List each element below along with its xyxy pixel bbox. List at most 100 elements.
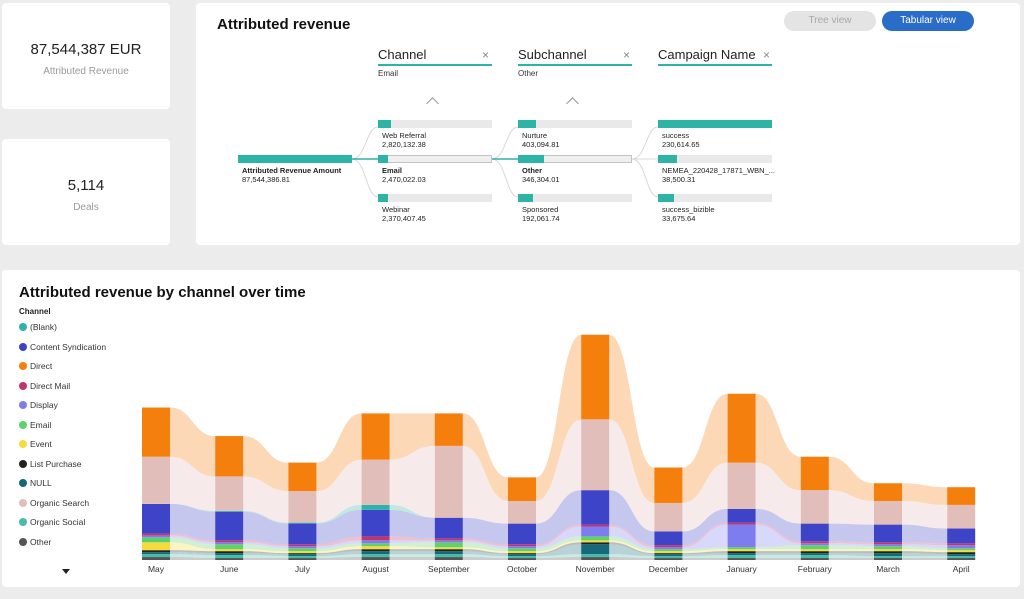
bar-segment[interactable] [288,462,317,492]
bar-segment[interactable] [215,553,244,556]
bar-segment[interactable] [874,483,902,501]
bar-segment[interactable] [874,500,902,525]
bar-segment[interactable] [142,554,170,558]
bar-segment[interactable] [508,523,536,545]
bar-segment[interactable] [654,556,683,559]
bar-segment[interactable] [508,500,536,524]
bar-segment[interactable] [434,557,463,560]
bar-segment[interactable] [800,543,829,546]
tree-view-button[interactable]: Tree view [784,11,876,31]
bar-segment[interactable] [581,542,610,545]
bar-segment[interactable] [215,510,244,512]
bar-segment[interactable] [142,407,170,457]
bar-segment[interactable] [361,536,390,541]
bar-segment[interactable] [581,524,610,527]
bar-segment[interactable] [727,558,756,560]
bar-segment[interactable] [800,553,829,556]
bar-segment[interactable] [581,536,610,541]
tree-node[interactable]: Nurture 403,094.81 [518,120,632,150]
bar-segment[interactable] [800,541,829,544]
bar-segment[interactable] [581,334,610,420]
bar-segment[interactable] [874,549,902,552]
bar-segment[interactable] [654,545,683,548]
tabular-view-button[interactable]: Tabular view [882,11,974,31]
bar-segment[interactable] [727,524,756,548]
bar-segment[interactable] [874,546,902,550]
close-icon[interactable]: × [482,48,490,62]
bar-segment[interactable] [288,554,317,557]
bar-segment[interactable] [874,551,902,554]
bar-segment[interactable] [361,557,390,560]
bar-segment[interactable] [361,554,390,558]
bar-segment[interactable] [800,523,829,542]
bar-segment[interactable] [874,553,902,557]
legend-more-arrow-icon[interactable] [62,569,70,574]
tree-node[interactable]: Email 2,470,022.03 [378,155,492,185]
bar-segment[interactable] [947,550,976,553]
bar-segment[interactable] [361,543,390,547]
bar-segment[interactable] [800,490,829,524]
bar-segment[interactable] [361,549,390,552]
bar-segment[interactable] [361,504,390,510]
bar-segment[interactable] [874,558,902,560]
bar-segment[interactable] [508,551,536,554]
bar-segment[interactable] [727,508,756,523]
bar-segment[interactable] [800,456,829,491]
bar-segment[interactable] [727,549,756,552]
bar-segment[interactable] [434,542,463,548]
bar-segment[interactable] [581,554,610,558]
bar-segment[interactable] [874,542,902,545]
bar-segment[interactable] [800,545,829,550]
bar-segment[interactable] [874,524,902,543]
tree-node[interactable]: success_bizible 33,675.64 [658,194,772,224]
bar-segment[interactable] [215,540,244,543]
bar-segment[interactable] [727,522,756,525]
bar-segment[interactable] [288,523,317,545]
bar-segment[interactable] [508,558,536,560]
bar-segment[interactable] [361,546,390,550]
close-icon[interactable]: × [763,48,771,62]
bar-segment[interactable] [288,556,317,559]
bar-segment[interactable] [727,555,756,559]
bar-segment[interactable] [508,553,536,555]
bar-segment[interactable] [215,544,244,550]
tree-node[interactable]: NEMEA_220428_17871_WBN_... 38,500.31 [658,155,775,185]
bar-segment[interactable] [288,491,317,523]
bar-segment[interactable] [434,540,463,543]
bar-segment[interactable] [581,544,610,555]
bar-segment[interactable] [434,554,463,558]
bar-segment[interactable] [800,551,829,554]
bar-segment[interactable] [288,544,317,547]
bar-segment[interactable] [581,490,610,525]
bar-segment[interactable] [215,436,244,477]
bar-segment[interactable] [215,555,244,559]
bar-segment[interactable] [215,558,244,560]
tree-node[interactable]: success 230,614.65 [658,120,772,150]
bar-segment[interactable] [508,544,536,547]
bar-segment[interactable] [142,557,170,560]
bar-segment[interactable] [800,549,829,552]
bar-segment[interactable] [361,551,390,555]
bar-segment[interactable] [654,551,683,554]
bar-segment[interactable] [361,413,390,460]
bar-segment[interactable] [215,542,244,545]
bar-segment[interactable] [581,540,610,543]
tree-root-node[interactable]: Attributed Revenue Amount 87,544,386.81 [238,155,352,185]
bar-segment[interactable] [947,552,976,555]
bar-segment[interactable] [508,554,536,557]
bar-segment[interactable] [581,526,610,537]
bar-segment[interactable] [508,546,536,549]
bar-segment[interactable] [654,467,683,503]
bar-segment[interactable] [947,504,976,529]
bar-segment[interactable] [142,503,170,534]
bar-segment[interactable] [142,535,170,538]
bar-segment[interactable] [654,554,683,557]
bar-segment[interactable] [874,544,902,547]
bar-segment[interactable] [654,502,683,532]
bar-segment[interactable] [434,445,463,518]
bar-segment[interactable] [581,419,610,491]
bar-segment[interactable] [727,547,756,550]
bar-segment[interactable] [508,548,536,552]
bar-segment[interactable] [654,558,683,560]
bar-segment[interactable] [947,487,976,505]
